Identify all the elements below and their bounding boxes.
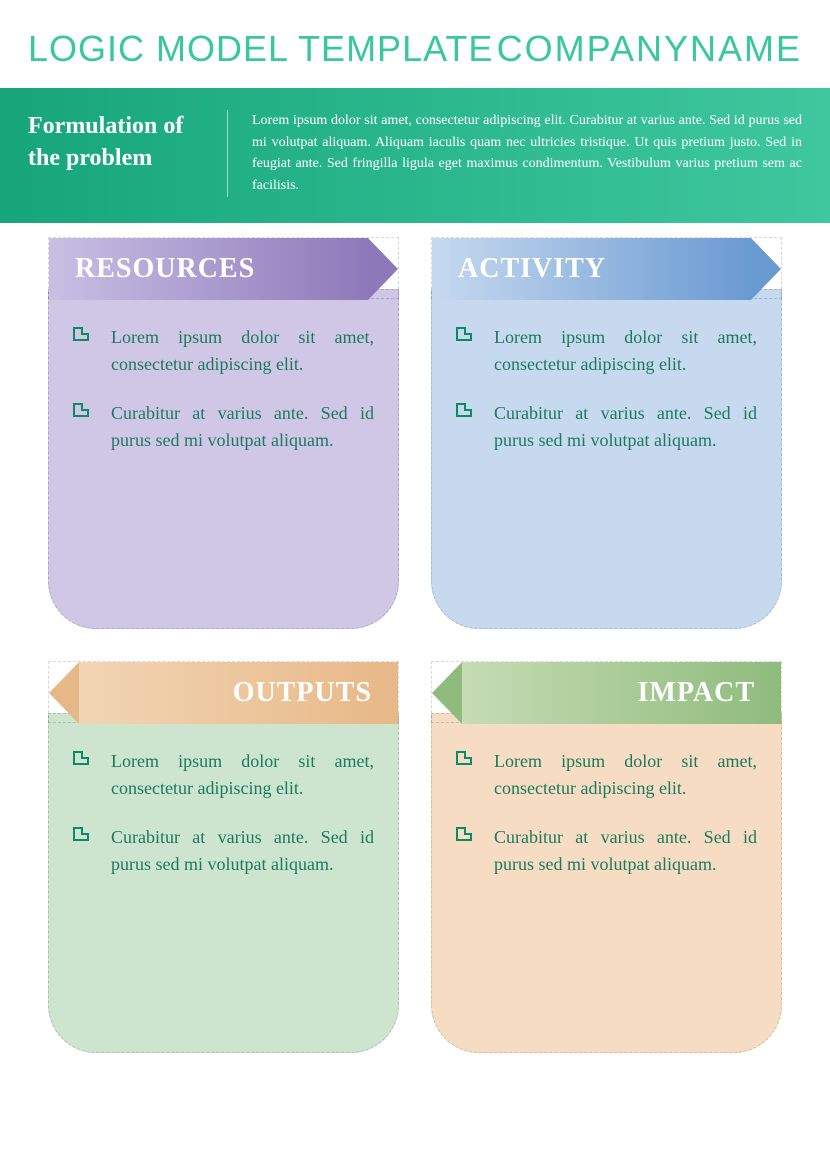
- list-item: Curabitur at varius ante. Sed id purus s…: [456, 824, 757, 878]
- list-item-text: Lorem ipsum dolor sit amet, consectetur …: [494, 748, 757, 802]
- card-impact: IMPACT Lorem ipsum dolor sit amet, consec…: [431, 661, 782, 1053]
- card-title-activity: ACTIVITY: [458, 253, 606, 285]
- card-body-resources: Lorem ipsum dolor sit amet, consectetur …: [48, 289, 399, 629]
- checkbox-icon: [456, 324, 494, 378]
- list-item-text: Curabitur at varius ante. Sed id purus s…: [111, 824, 374, 878]
- card-header-resources: RESOURCES: [48, 237, 399, 299]
- list-item: Curabitur at varius ante. Sed id purus s…: [456, 400, 757, 454]
- list-item-text: Curabitur at varius ante. Sed id purus s…: [111, 400, 374, 454]
- list-item: Lorem ipsum dolor sit amet, consectetur …: [73, 324, 374, 378]
- card-body-impact: Lorem ipsum dolor sit amet, consectetur …: [431, 713, 782, 1053]
- banner-title: Formulation of the problem: [28, 110, 209, 175]
- card-body-outputs: Lorem ipsum dolor sit amet, consectetur …: [48, 713, 399, 1053]
- list-item: Lorem ipsum dolor sit amet, consectetur …: [73, 748, 374, 802]
- checkbox-icon: [456, 824, 494, 878]
- list-item-text: Curabitur at varius ante. Sed id purus s…: [494, 824, 757, 878]
- banner-title-wrap: Formulation of the problem: [28, 110, 228, 197]
- list-item: Curabitur at varius ante. Sed id purus s…: [73, 400, 374, 454]
- header-row: LOGIC MODEL TEMPLATE COMPANYNAME: [0, 0, 830, 88]
- banner-body: Lorem ipsum dolor sit amet, consectetur …: [228, 110, 802, 197]
- card-resources: RESOURCES Lorem ipsum dolor sit amet, con…: [48, 237, 399, 629]
- card-activity: ACTIVITY Lorem ipsum dolor sit amet, cons…: [431, 237, 782, 629]
- company-name: COMPANYNAME: [497, 28, 802, 70]
- checkbox-icon: [73, 748, 111, 802]
- problem-banner: Formulation of the problem Lorem ipsum d…: [0, 88, 830, 223]
- checkbox-icon: [456, 400, 494, 454]
- card-header-outputs: OUTPUTS: [48, 661, 399, 723]
- card-title-outputs: OUTPUTS: [233, 677, 372, 709]
- checkbox-icon: [73, 324, 111, 378]
- card-title-resources: RESOURCES: [75, 253, 255, 285]
- checkbox-icon: [456, 748, 494, 802]
- card-header-activity: ACTIVITY: [431, 237, 782, 299]
- list-item-text: Lorem ipsum dolor sit amet, consectetur …: [111, 748, 374, 802]
- card-header-impact: IMPACT: [431, 661, 782, 723]
- page-title: LOGIC MODEL TEMPLATE: [28, 28, 493, 70]
- list-item: Lorem ipsum dolor sit amet, consectetur …: [456, 748, 757, 802]
- card-title-impact: IMPACT: [638, 677, 755, 709]
- checkbox-icon: [73, 400, 111, 454]
- list-item-text: Lorem ipsum dolor sit amet, consectetur …: [494, 324, 757, 378]
- card-body-activity: Lorem ipsum dolor sit amet, consectetur …: [431, 289, 782, 629]
- list-item-text: Curabitur at varius ante. Sed id purus s…: [494, 400, 757, 454]
- cards-grid: RESOURCES Lorem ipsum dolor sit amet, con…: [0, 223, 830, 1053]
- list-item-text: Lorem ipsum dolor sit amet, consectetur …: [111, 324, 374, 378]
- list-item: Curabitur at varius ante. Sed id purus s…: [73, 824, 374, 878]
- list-item: Lorem ipsum dolor sit amet, consectetur …: [456, 324, 757, 378]
- checkbox-icon: [73, 824, 111, 878]
- card-outputs: OUTPUTS Lorem ipsum dolor sit amet, conse…: [48, 661, 399, 1053]
